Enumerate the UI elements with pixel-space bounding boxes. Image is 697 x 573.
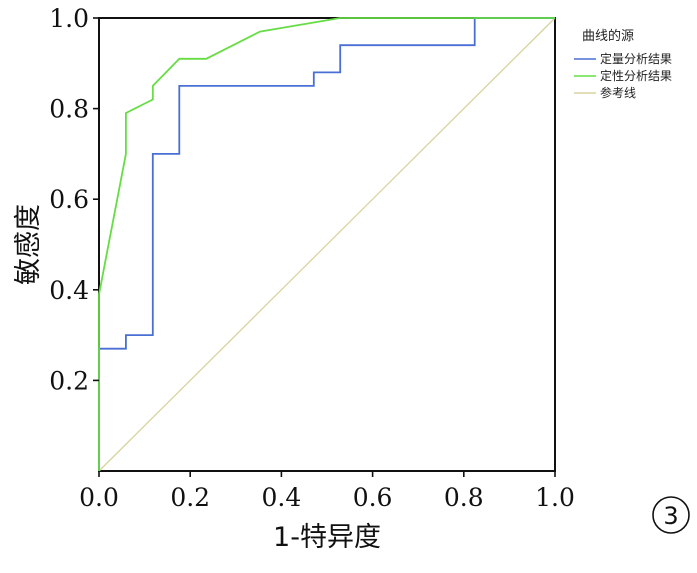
series-line-1	[98, 17, 555, 471]
x-tick-label: 0.8	[444, 483, 484, 512]
x-tick-label: 0.0	[79, 483, 119, 512]
series-line-0	[98, 17, 555, 471]
x-tick-label: 0.2	[170, 483, 210, 512]
y-tick-label: 0.8	[49, 95, 89, 124]
y-tick-label: 0.2	[49, 366, 89, 395]
x-axis-ticks: 0.0 0.2 0.4 0.6 0.8 1.0	[79, 471, 575, 512]
figure-number-badge: 3	[652, 496, 690, 534]
legend-label: 定性分析结果	[600, 68, 672, 83]
badge-circle	[652, 496, 690, 534]
legend-title: 曲线的源	[582, 28, 634, 44]
legend-label: 定量分析结果	[600, 51, 672, 66]
y-axis-title: 敏感度	[13, 204, 44, 285]
y-axis-ticks: 0.2 0.4 0.6 0.8 1.0	[49, 4, 99, 395]
plot-frame	[98, 17, 556, 472]
y-tick-label: 0.4	[49, 276, 89, 305]
x-tick-label: 1.0	[535, 483, 575, 512]
y-tick-label: 0.6	[49, 185, 89, 214]
x-axis-title: 1-特异度	[273, 522, 381, 553]
plot-area	[98, 17, 556, 472]
y-tick-label: 1.0	[49, 4, 89, 33]
badge-number: 3	[663, 502, 678, 530]
series-layer	[98, 17, 556, 472]
series-line-2	[98, 17, 556, 472]
legend-label: 参考线	[600, 85, 636, 100]
x-tick-label: 0.4	[262, 483, 302, 512]
x-tick-label: 0.6	[353, 483, 393, 512]
